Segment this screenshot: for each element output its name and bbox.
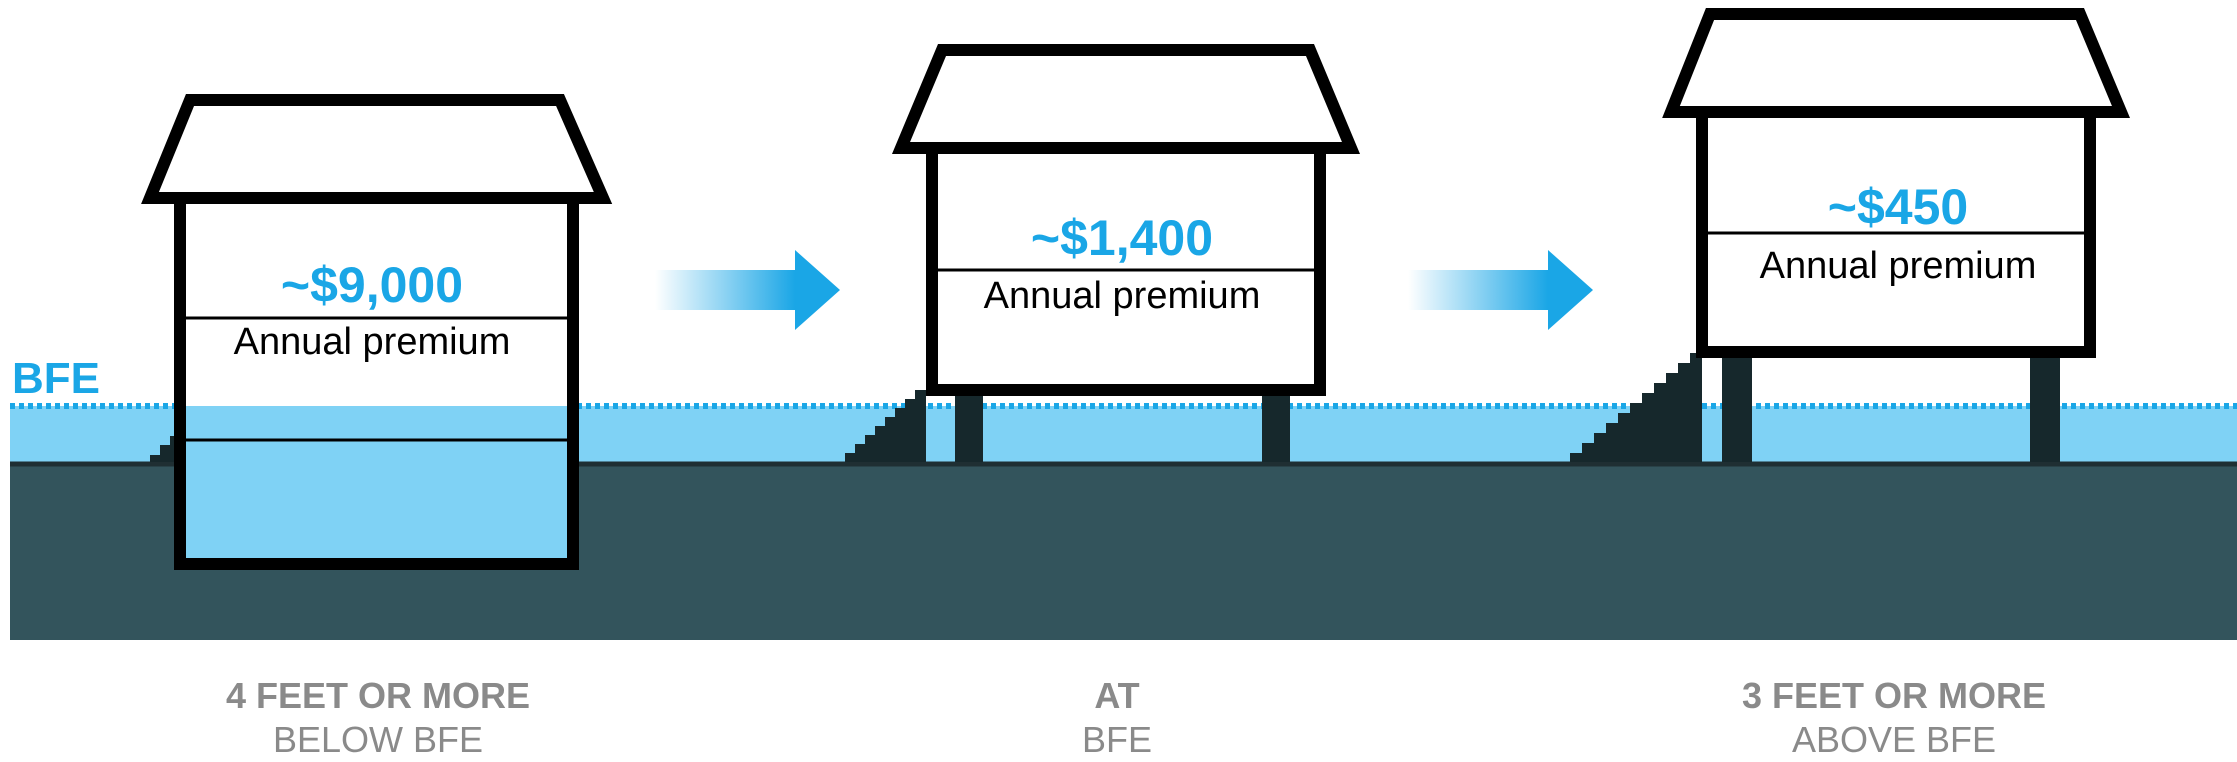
flooded-basement [180, 406, 573, 564]
stairs-icon [1570, 353, 1702, 462]
caption-above-bfe: 3 FEET OR MORE ABOVE BFE [1634, 674, 2154, 762]
pier [1722, 352, 1752, 462]
house-above-bfe: ~$450 Annual premium [1570, 8, 2131, 462]
premium-price: ~$9,000 [281, 257, 463, 313]
roof-icon [1662, 8, 2131, 118]
caption-line2: BFE [1081, 719, 1152, 760]
premium-label: Annual premium [1760, 245, 2037, 287]
arrow-right-icon [1408, 250, 1593, 330]
bfe-label: BFE [12, 354, 100, 403]
pier [1262, 390, 1290, 462]
house-below-bfe: ~$9,000 Annual premium [141, 94, 613, 570]
steps-icon [150, 436, 180, 462]
premium-price: ~$450 [1828, 179, 1968, 235]
caption-at-bfe: AT BFE [857, 674, 1377, 762]
premium-price: ~$1,400 [1031, 210, 1213, 266]
premium-label: Annual premium [984, 275, 1261, 317]
arrow-right-icon [655, 250, 840, 330]
stairs-icon [845, 390, 926, 462]
house-at-bfe: ~$1,400 Annual premium [845, 44, 1361, 462]
premium-label: Annual premium [234, 321, 511, 363]
caption-line1: 4 FEET OR MORE [225, 675, 531, 716]
caption-below-bfe: 4 FEET OR MORE BELOW BFE [118, 674, 638, 762]
caption-line1: AT [1094, 675, 1140, 716]
caption-line1: 3 FEET OR MORE [1741, 675, 2047, 716]
caption-line2: ABOVE BFE [1791, 719, 1997, 760]
roof-icon [141, 94, 613, 204]
house-body [180, 198, 573, 406]
pier [2030, 352, 2060, 462]
pier [955, 390, 983, 462]
roof-icon [891, 44, 1361, 154]
house-walls [174, 192, 579, 570]
caption-line2: BELOW BFE [272, 719, 484, 760]
